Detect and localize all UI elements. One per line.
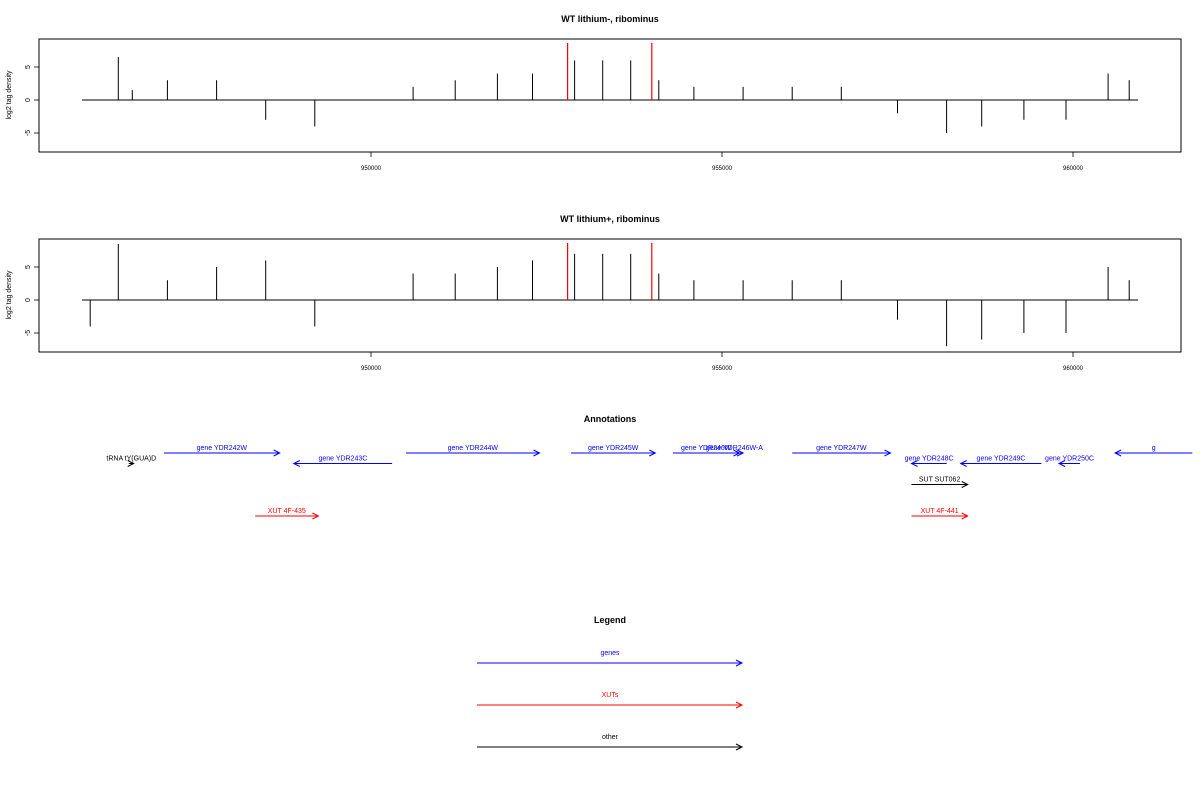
feature-arrow-head bbox=[649, 449, 657, 457]
annotations-panel: Annotations tRNA tY(GUA)D gene YDR242W gen… bbox=[106, 414, 1193, 520]
annotation-feature: gene YDR250C bbox=[1045, 456, 1094, 467]
annotation-feature: gene YDR242W bbox=[163, 445, 281, 457]
annotation-feature: SUT SUT062 bbox=[911, 477, 969, 488]
feature-arrow-head bbox=[959, 460, 967, 467]
annotation-feature: g bbox=[1113, 445, 1193, 457]
panel-title: WT lithium-, ribominus bbox=[561, 14, 659, 24]
feature-label: tRNA tY(GUA)D bbox=[106, 456, 156, 463]
density-bars bbox=[89, 243, 1130, 347]
feature-label: gene YDR247W bbox=[816, 445, 867, 452]
feature-label: XUT 4F-435 bbox=[268, 508, 306, 515]
feature-arrow-head bbox=[736, 449, 745, 457]
feature-label: SUT SUT062 bbox=[919, 477, 961, 484]
annotation-feature: XUT 4F-441 bbox=[911, 508, 969, 520]
y-axis-label: log2 tag density bbox=[6, 270, 13, 320]
feature-label: gene YDR242W bbox=[197, 445, 248, 452]
feature-label: gene YDR246W-A bbox=[706, 445, 764, 452]
legend-arrow-head bbox=[735, 659, 744, 667]
legend-item: other bbox=[477, 734, 744, 751]
legend-item: XUTs bbox=[477, 692, 744, 709]
feature-arrow-head bbox=[292, 460, 301, 467]
feature-label: gene YDR248C bbox=[905, 456, 954, 463]
highlight-lines bbox=[566, 243, 653, 300]
feature-arrow-head bbox=[961, 512, 969, 520]
x-tick-label: 955000 bbox=[712, 366, 733, 372]
plot-frame bbox=[38, 238, 1182, 353]
feature-label: g bbox=[1152, 445, 1156, 452]
annotation-feature: tRNA tY(GUA)D bbox=[106, 456, 156, 467]
legend-label: genes bbox=[600, 650, 620, 657]
legend-item: genes bbox=[477, 650, 744, 667]
legend-arrow-head bbox=[735, 701, 744, 709]
feature-arrow-head bbox=[961, 481, 969, 488]
y-axis-label: log2 tag density bbox=[6, 70, 13, 120]
feature-arrow-head bbox=[1113, 449, 1122, 457]
annotation-feature: gene YDR249C bbox=[959, 456, 1042, 467]
x-tick-label: 950000 bbox=[361, 166, 382, 172]
y-tick-label: -5 bbox=[25, 330, 32, 336]
legend-label: XUTs bbox=[602, 692, 619, 699]
annotation-feature: gene YDR243C bbox=[292, 456, 393, 467]
legend-arrow-head bbox=[735, 743, 744, 751]
feature-arrow-head bbox=[910, 460, 918, 467]
feature-label: gene YDR245W bbox=[588, 445, 639, 452]
annotation-feature: XUT 4F-435 bbox=[255, 508, 320, 520]
y-tick-label: 5 bbox=[25, 265, 32, 269]
legend-items: genes XUTs other bbox=[477, 650, 744, 751]
annotation-feature: gene YDR248C bbox=[905, 456, 954, 467]
feature-label: gene YDR249C bbox=[977, 456, 1026, 463]
panel-title: WT lithium+, ribominus bbox=[560, 214, 660, 224]
track-panel-lithium-plus: WT lithium+, ribominus log2 tag density … bbox=[6, 214, 1182, 372]
feature-arrow-head bbox=[533, 449, 541, 457]
feature-arrow-head bbox=[884, 449, 892, 457]
x-tick-label: 955000 bbox=[712, 166, 733, 172]
legend-title: Legend bbox=[594, 615, 626, 625]
x-tick-label: 960000 bbox=[1063, 166, 1084, 172]
feature-label: gene YDR246W bbox=[681, 445, 732, 452]
feature-label: gene YDR243C bbox=[318, 456, 367, 463]
y-tick-label: 0 bbox=[25, 98, 32, 102]
x-tick-label: 960000 bbox=[1063, 366, 1084, 372]
plot-frame bbox=[38, 38, 1182, 153]
annotation-feature: gene YDR244W bbox=[406, 445, 541, 457]
feature-label: gene YDR250C bbox=[1045, 456, 1094, 463]
feature-label: gene YDR244W bbox=[448, 445, 499, 452]
feature-arrow-head bbox=[273, 449, 281, 457]
x-tick-label: 950000 bbox=[361, 366, 382, 372]
legend-label: other bbox=[602, 734, 619, 741]
track-panel-lithium-minus: WT lithium-, ribominus log2 tag density … bbox=[6, 14, 1182, 172]
density-bars bbox=[117, 57, 1130, 133]
annotation-feature: gene YDR247W bbox=[792, 445, 892, 457]
feature-arrow-head bbox=[127, 460, 135, 467]
annotation-feature: gene YDR246W-A bbox=[706, 445, 764, 457]
feature-label: XUT 4F-441 bbox=[921, 508, 959, 515]
y-tick-label: 5 bbox=[25, 65, 32, 69]
highlight-lines bbox=[566, 43, 653, 100]
annotation-features: tRNA tY(GUA)D gene YDR242W gene YDR243C gen… bbox=[106, 445, 1193, 520]
y-tick-label: 0 bbox=[25, 298, 32, 302]
annotations-title: Annotations bbox=[584, 414, 637, 424]
feature-arrow-head bbox=[1057, 460, 1066, 467]
legend: Legend genes XUTs other bbox=[477, 615, 744, 751]
annotation-feature: gene YDR245W bbox=[571, 445, 657, 457]
feature-arrow-head bbox=[312, 512, 320, 520]
y-tick-label: -5 bbox=[25, 130, 32, 136]
